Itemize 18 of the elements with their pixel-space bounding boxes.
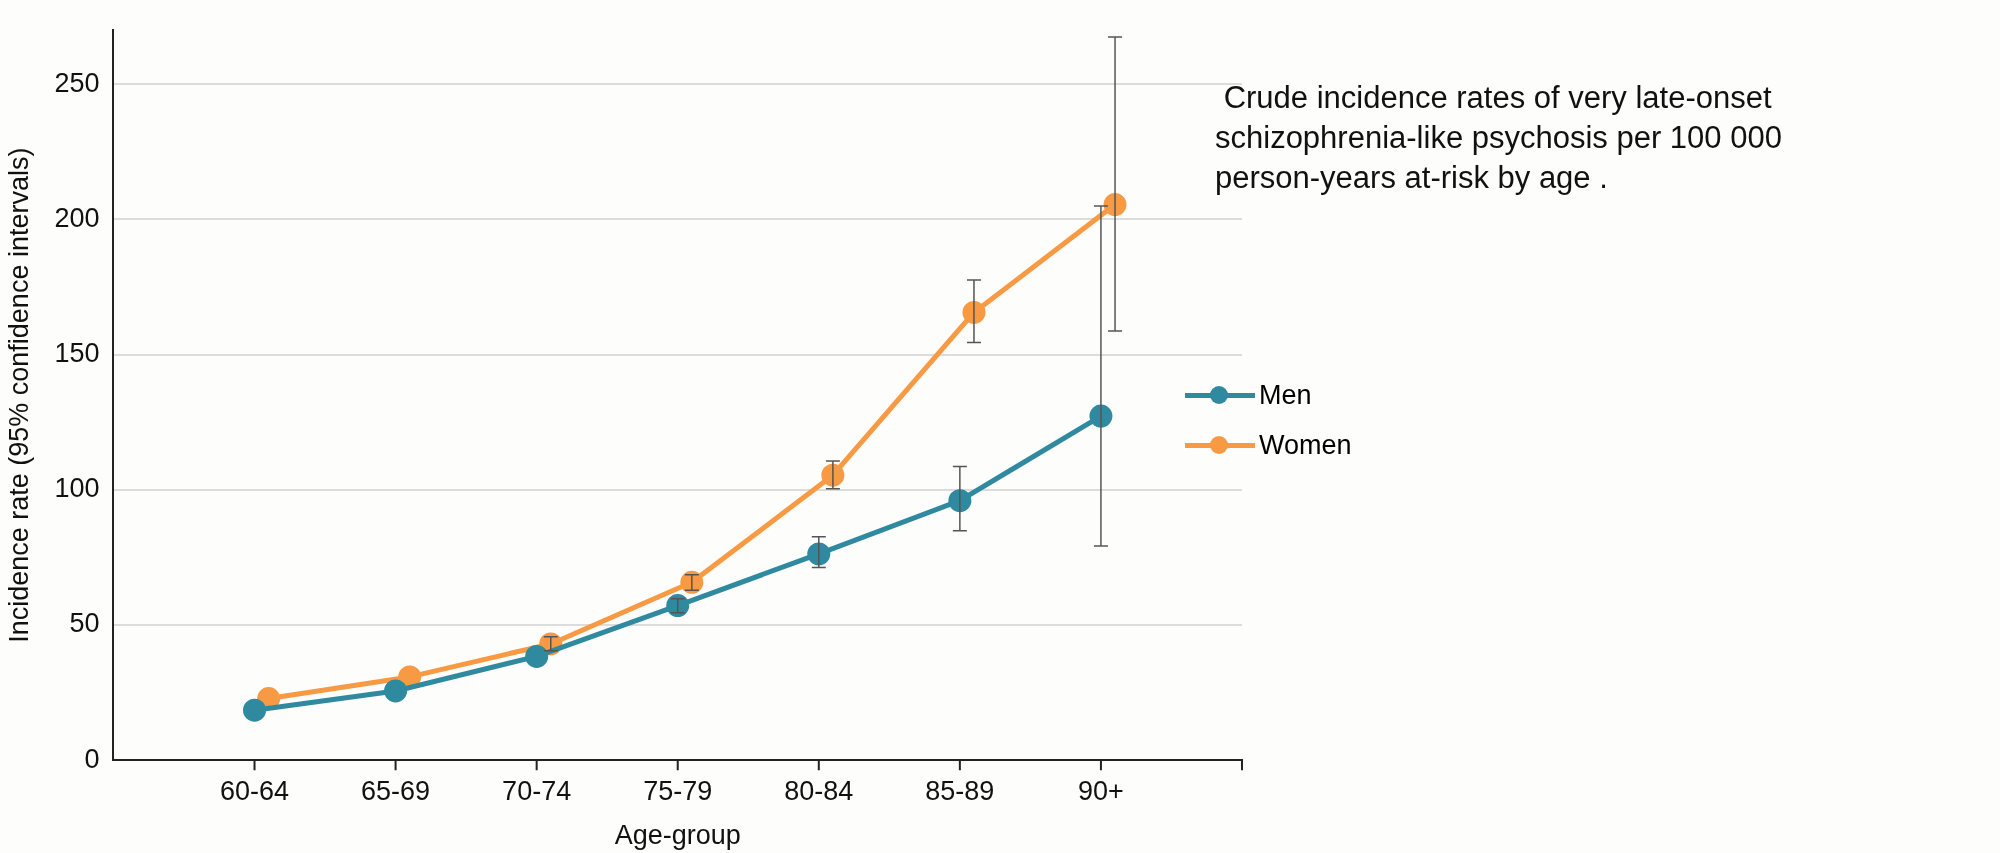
x-tick-label: 85-89 [925, 775, 995, 806]
legend-label: Men [1259, 379, 1312, 411]
x-tick-label: 75-79 [643, 775, 713, 806]
y-axis-title: Incidence rate (95% confidence intervals) [3, 147, 34, 643]
x-tick-label: 60-64 [219, 775, 290, 806]
x-tick-label: 80-84 [784, 775, 854, 806]
y-tick-label: 50 [69, 608, 100, 639]
x-tick-label: 70-74 [502, 775, 572, 806]
y-tick-label: 100 [54, 473, 100, 504]
y-tick-label: 0 [84, 743, 100, 774]
y-tick-label: 150 [54, 338, 100, 369]
y-tick-label: 200 [54, 202, 100, 233]
x-tick-label: 90+ [1078, 775, 1124, 806]
text: Crude incidence rates of very late-onset schizophrenia-like psychosis per 100 000 person-years at-risk by age . [1215, 79, 1783, 197]
y-tick-label: 250 [54, 67, 100, 98]
x-axis-title: Age-group [614, 820, 741, 851]
x-tick-label: 65-69 [361, 775, 431, 806]
legend-label: Women [1259, 429, 1352, 461]
